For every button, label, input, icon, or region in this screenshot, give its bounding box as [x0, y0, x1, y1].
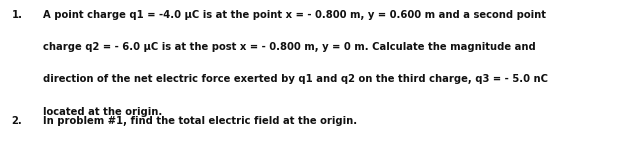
Text: direction of the net electric force exerted by q1 and q2 on the third charge, q3: direction of the net electric force exer… — [43, 74, 548, 84]
Text: charge q2 = - 6.0 μC is at the post x = - 0.800 m, y = 0 m. Calculate the magnit: charge q2 = - 6.0 μC is at the post x = … — [43, 42, 536, 52]
Text: In problem #1, find the total electric field at the origin.: In problem #1, find the total electric f… — [43, 116, 357, 126]
Text: 2.: 2. — [11, 116, 22, 126]
Text: located at the origin.: located at the origin. — [43, 107, 163, 117]
Text: 1.: 1. — [11, 10, 22, 20]
Text: A point charge q1 = -4.0 μC is at the point x = - 0.800 m, y = 0.600 m and a sec: A point charge q1 = -4.0 μC is at the po… — [43, 10, 546, 20]
